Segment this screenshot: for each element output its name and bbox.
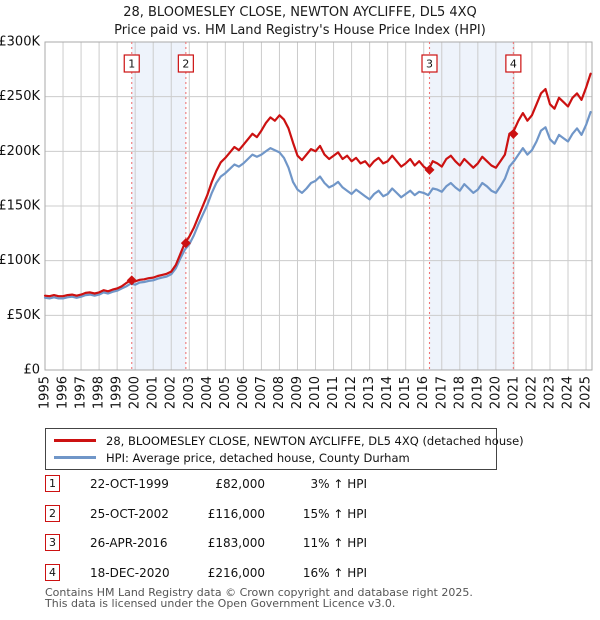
x-axis-tick-label: 2009 (290, 376, 305, 409)
x-axis-tick-label: 2007 (254, 376, 269, 409)
sale-number-box (505, 54, 522, 73)
x-axis-tick-label: 2012 (344, 376, 359, 409)
chart-frame (44, 41, 593, 371)
x-axis-tick-label: 2015 (398, 376, 413, 409)
x-axis-tick-label: 2020 (488, 376, 503, 409)
sale-number-label: 3 (426, 58, 433, 71)
chart-legend: 28, BLOOMESLEY CLOSE, NEWTON AYCLIFFE, D… (45, 428, 524, 470)
table-row: 3 26-APR-2016 £183,000 11% ↑ HPI (0, 534, 600, 556)
sale-hpi-delta: 11% ↑ HPI (302, 536, 367, 550)
table-row: 1 22-OCT-1999 £82,000 3% ↑ HPI (0, 475, 600, 497)
sale-date: 26-APR-2016 (90, 536, 168, 550)
legend-row-hpi: HPI: Average price, detached house, Coun… (46, 449, 496, 466)
x-axis-tick-label: 2005 (218, 376, 233, 409)
x-axis-tick-label: 2024 (561, 376, 576, 409)
x-axis-tick-label: 2003 (182, 376, 197, 409)
legend-row-price: 28, BLOOMESLEY CLOSE, NEWTON AYCLIFFE, D… (46, 432, 524, 449)
sale-markers (126, 128, 519, 286)
x-axis-tick-label: 2000 (128, 376, 143, 409)
x-axis-tick-label: 2002 (164, 376, 179, 409)
x-axis-tick-label: 2018 (452, 376, 467, 409)
sale-marker (126, 275, 137, 286)
sale-marker (508, 128, 519, 139)
x-axis-tick-label: 1997 (74, 376, 89, 409)
x-axis-labels: 1995 1996 1997 1998 1999 2000 2001 2002 2003 2004… (38, 376, 594, 409)
sale-price: £216,000 (207, 565, 265, 580)
x-axis-tick-label: 2006 (236, 376, 251, 409)
x-axis-tick-label: 2021 (506, 376, 521, 409)
footer-line2: This data is licensed under the Open Gov… (45, 596, 396, 610)
sale-hpi-delta: 3% ↑ HPI (310, 477, 367, 491)
legend-hpi-label: HPI: Average price, detached house, Coun… (106, 450, 410, 465)
sale-price: £183,000 (207, 536, 265, 550)
x-axis-tick-label: 2004 (200, 376, 215, 409)
sale-number-box (123, 54, 140, 73)
sale-number-box (177, 54, 194, 73)
y-axis-tick-label: £50K (7, 308, 41, 323)
x-axis-tick-label: 1998 (92, 376, 107, 409)
x-axis-tick-label: 1996 (56, 376, 71, 409)
license-footer: Contains HM Land Registry data © Crown c… (45, 586, 473, 610)
table-row: 4 18-DEC-2020 £216,000 16% ↑ HPI (0, 563, 600, 586)
x-axis-tick-label: 2023 (542, 376, 557, 409)
footer-line1: Contains HM Land Registry data © Crown c… (45, 586, 473, 599)
x-axis-tick-label: 2019 (470, 376, 485, 409)
hpi-line (43, 110, 592, 300)
sale-hpi-delta: 16% ↑ HPI (302, 565, 367, 580)
y-axis-tick-label: £200K (0, 144, 40, 159)
sale-date: 18-DEC-2020 (90, 565, 170, 580)
x-axis-tick-label: 2010 (308, 376, 323, 409)
sale-price: £116,000 (207, 506, 265, 521)
x-axis-tick-label: 2008 (272, 376, 287, 409)
x-axis-tick-label: 2013 (362, 376, 377, 409)
sale-marker (180, 238, 191, 249)
x-axis-tick-label: 2025 (579, 376, 594, 409)
table-row: 2 25-OCT-2002 £116,000 15% ↑ HPI (0, 504, 600, 527)
sale-number-label: 4 (510, 58, 517, 71)
hpi-line-swatch (54, 456, 96, 459)
y-axis-tick-label: £150K (0, 199, 40, 214)
sale-marker (424, 164, 435, 175)
sale-number-label: 1 (128, 58, 135, 71)
sale-number-badge: 2 (45, 504, 60, 522)
price-line-swatch (54, 439, 96, 442)
sale-hpi-delta: 15% ↑ HPI (302, 506, 367, 521)
sale-date: 25-OCT-2002 (90, 506, 169, 521)
y-axis-tick-label: £100K (0, 253, 40, 268)
price-chart: 1 2 3 4 £0 £50K £100K £150K £200K £250K £300K 199… (0, 35, 594, 410)
x-axis-tick-label: 2022 (524, 376, 539, 409)
x-axis-tick-label: 1999 (110, 376, 125, 409)
x-axis-tick-label: 2001 (146, 376, 161, 409)
sale-date: 22-OCT-1999 (90, 477, 169, 491)
sale-price: £82,000 (215, 477, 265, 491)
y-axis-labels: £0 £50K £100K £150K £200K £250K £300K (0, 35, 40, 378)
sale-number-boxes: 1 2 3 4 (123, 54, 522, 73)
sale-number-badge: 1 (45, 475, 60, 492)
x-axis-tick-label: 2014 (380, 376, 395, 409)
sale-number-badge: 3 (45, 534, 60, 551)
x-axis-tick-label: 2016 (416, 376, 431, 409)
x-axis-tick-label: 2017 (434, 376, 449, 409)
x-axis-tick-label: 2011 (326, 376, 341, 409)
sale-number-badge: 4 (45, 563, 60, 581)
sale-number-box (421, 54, 438, 73)
y-axis-tick-label: £300K (0, 35, 40, 50)
y-axis-tick-label: £250K (0, 89, 40, 104)
page-title: 28, BLOOMESLEY CLOSE, NEWTON AYCLIFFE, D… (123, 5, 477, 20)
legend-price-label: 28, BLOOMESLEY CLOSE, NEWTON AYCLIFFE, D… (106, 433, 524, 448)
sale-number-label: 2 (182, 58, 189, 71)
y-axis-tick-label: £0 (23, 363, 40, 378)
page-subtitle: Price paid vs. HM Land Registry's House … (114, 23, 486, 38)
plot-border (44, 41, 593, 371)
x-axis-tick-label: 1995 (38, 376, 53, 409)
